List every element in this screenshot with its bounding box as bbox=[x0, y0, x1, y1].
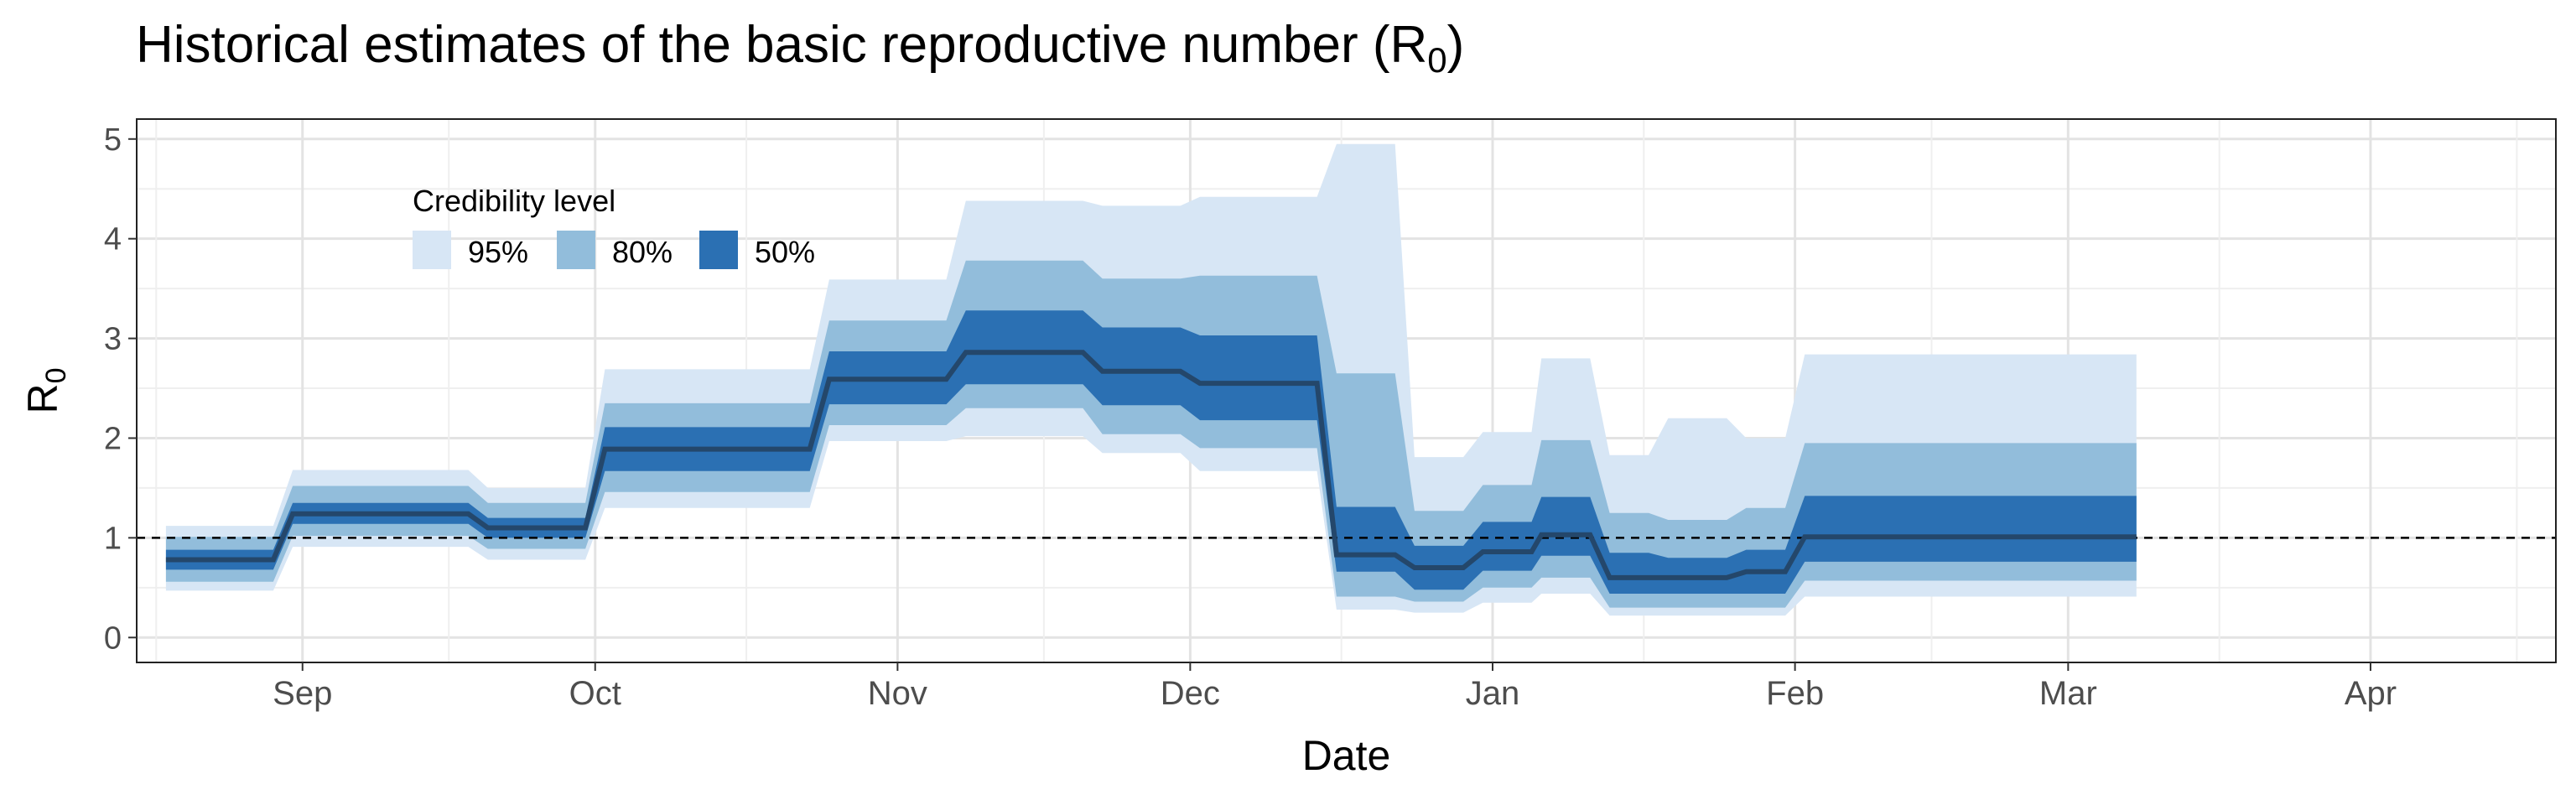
x-tick-label: Nov bbox=[868, 675, 927, 712]
band-50 bbox=[165, 310, 2137, 594]
y-axis-title-sub: 0 bbox=[40, 367, 72, 383]
legend-label: 50% bbox=[755, 235, 815, 269]
axes: 0 1 2 3 4 5 Sep Oct Nov Dec Jan Feb Mar Apr bbox=[104, 122, 2397, 712]
y-tick-label: 5 bbox=[104, 122, 122, 158]
credibility-bands bbox=[165, 143, 2137, 616]
band-80 bbox=[165, 260, 2137, 608]
median-line bbox=[165, 350, 2137, 580]
legend-key-95pct bbox=[413, 231, 451, 269]
legend: Credibility level 95% 80% 50% bbox=[413, 184, 815, 269]
y-tick-label: 4 bbox=[104, 222, 122, 257]
chart-title: Historical estimates of the basic reprod… bbox=[136, 16, 1465, 80]
x-tick-label: Oct bbox=[569, 675, 621, 712]
x-tick-label: Jan bbox=[1466, 675, 1520, 712]
legend-key-50pct bbox=[699, 231, 738, 269]
legend-label: 95% bbox=[468, 235, 528, 269]
y-tick-label: 3 bbox=[104, 322, 122, 357]
y-tick-label: 1 bbox=[104, 521, 122, 556]
y-axis-title: R0 bbox=[19, 367, 72, 413]
legend-key-80pct bbox=[557, 231, 595, 269]
y-tick-label: 0 bbox=[104, 621, 122, 656]
x-tick-label: Dec bbox=[1161, 675, 1220, 712]
legend-label: 80% bbox=[612, 235, 673, 269]
x-axis-title: Date bbox=[1302, 732, 1391, 779]
median-path bbox=[165, 350, 2137, 580]
x-tick-label: Apr bbox=[2345, 675, 2397, 712]
svg-text:R0: R0 bbox=[19, 367, 72, 413]
y-axis-title-main: R bbox=[19, 383, 66, 413]
plot-border bbox=[136, 118, 2557, 663]
x-tick-label: Sep bbox=[273, 675, 332, 712]
legend-title: Credibility level bbox=[413, 184, 615, 218]
x-tick-label: Mar bbox=[2039, 675, 2097, 712]
x-tick-label: Feb bbox=[1766, 675, 1824, 712]
y-tick-label: 2 bbox=[104, 421, 122, 456]
